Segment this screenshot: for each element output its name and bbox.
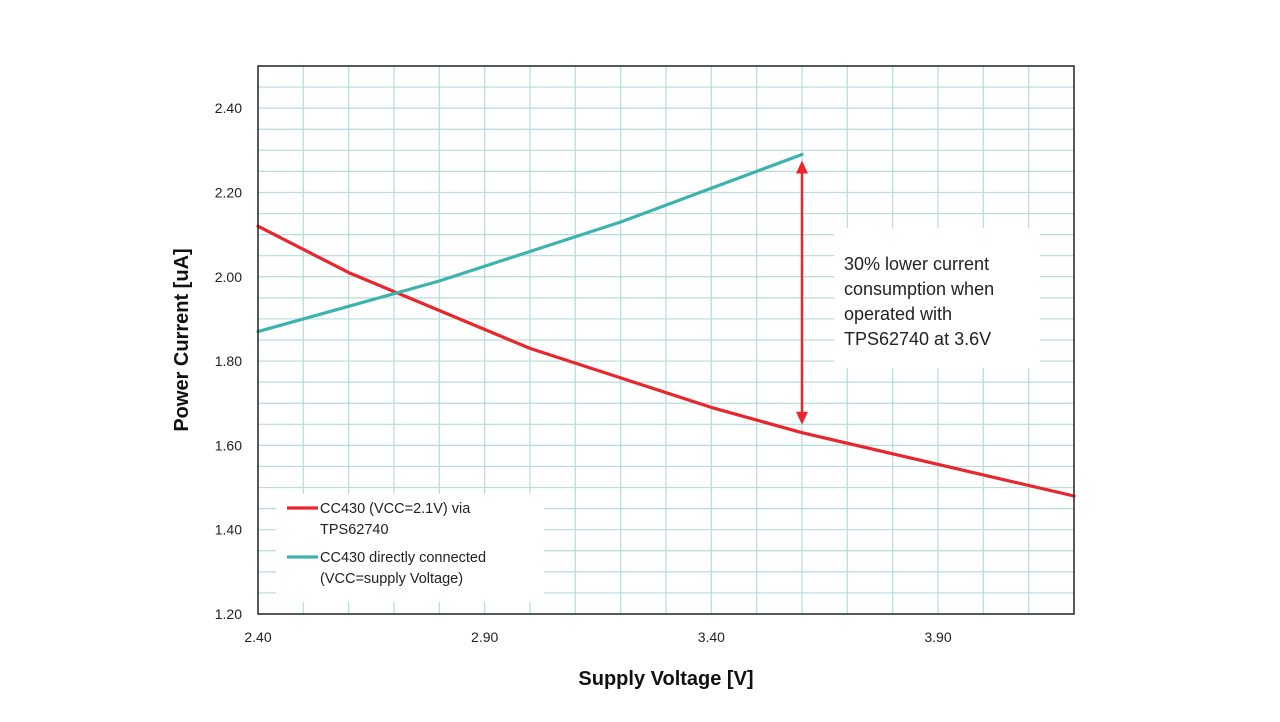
tick-labels: 2.40 2.90 3.40 3.90 1.20 1.40 1.60 1.80 2.00 2.20… — [215, 100, 952, 645]
legend: CC430 (VCC=2.1V) via TPS62740 CC430 direct… — [276, 494, 544, 602]
annotation-text-line: operated with — [844, 304, 952, 324]
x-tick-label: 2.90 — [471, 629, 498, 645]
x-tick-label: 3.90 — [924, 629, 951, 645]
x-axis-title: Supply Voltage [V] — [578, 668, 753, 690]
y-tick-label: 1.40 — [215, 522, 242, 538]
y-tick-label: 2.00 — [215, 269, 242, 285]
legend-label-2: (VCC=supply Voltage) — [320, 571, 463, 587]
legend-label-1: TPS62740 — [320, 522, 389, 538]
series-line-2 — [256, 152, 804, 334]
y-tick-label: 2.40 — [215, 100, 242, 116]
annotation-text-line: consumption when — [844, 279, 994, 299]
legend-label-2: CC430 directly connected — [320, 550, 486, 566]
y-tick-label: 2.20 — [215, 184, 242, 200]
annotation-arrow-head-up — [796, 160, 808, 174]
annotation-arrow-head-down — [796, 411, 808, 425]
legend-box — [276, 494, 544, 602]
plot-frame — [257, 65, 1075, 615]
y-tick-label: 1.80 — [215, 353, 242, 369]
annotation-text-line: 30% lower current — [844, 254, 989, 274]
annotation: 30% lower current consumption when operate… — [796, 160, 1040, 425]
series-line-1 — [256, 224, 1076, 498]
annotation-text-line: TPS62740 at 3.6V — [844, 329, 991, 349]
x-tick-label: 2.40 — [244, 629, 271, 645]
y-tick-label: 1.20 — [215, 606, 242, 622]
legend-label-1: CC430 (VCC=2.1V) via — [320, 501, 471, 517]
annotation-box — [834, 228, 1040, 368]
x-tick-label: 3.40 — [698, 629, 725, 645]
series-lines — [256, 152, 1076, 498]
y-tick-label: 1.60 — [215, 437, 242, 453]
y-axis-title: Power Current [uA] — [171, 248, 193, 431]
